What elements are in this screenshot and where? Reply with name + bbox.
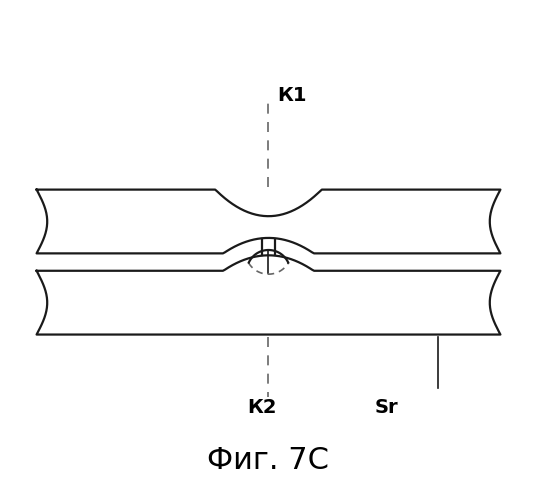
Text: К2: К2 bbox=[247, 398, 276, 416]
Text: Sr: Sr bbox=[375, 398, 398, 416]
Polygon shape bbox=[37, 190, 500, 254]
Polygon shape bbox=[37, 256, 500, 334]
Text: Фиг. 7С: Фиг. 7С bbox=[207, 446, 330, 474]
Text: К1: К1 bbox=[277, 86, 307, 105]
